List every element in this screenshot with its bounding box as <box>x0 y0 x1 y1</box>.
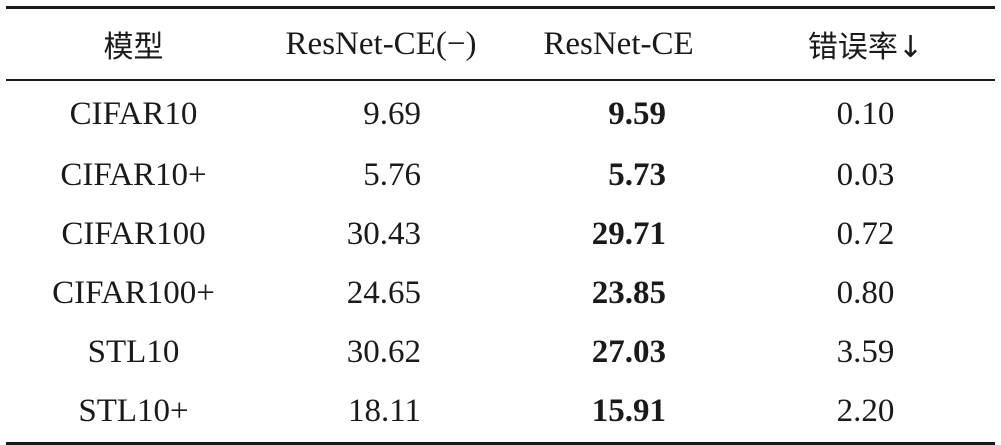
cell-resnet-ce: 9.59 <box>608 95 666 132</box>
cell-model: CIFAR100+ <box>52 274 215 311</box>
cell-resnet-ce-minus: 30.62 <box>346 333 421 370</box>
cell-resnet-ce-minus: 9.69 <box>363 95 421 132</box>
cell-error-drop: 0.03 <box>836 156 895 193</box>
cell-resnet-ce: 27.03 <box>591 333 666 370</box>
cell-error-drop: 2.20 <box>836 393 895 429</box>
header-error-rate: 错误率↓ <box>807 30 924 65</box>
cell-resnet-ce: 5.73 <box>608 156 666 193</box>
cell-error-drop: 0.10 <box>836 95 895 132</box>
cell-model: CIFAR100 <box>61 215 206 252</box>
table-row: STL10 30.62 27.03 3.59 <box>6 323 995 382</box>
header-rule <box>6 79 995 81</box>
cell-model: CIFAR10+ <box>60 156 207 193</box>
header-model: 模型 <box>103 30 164 65</box>
cell-resnet-ce-minus: 5.76 <box>363 156 421 193</box>
cell-error-drop: 3.59 <box>836 333 895 370</box>
table-row: CIFAR100+ 24.65 23.85 0.80 <box>6 264 995 323</box>
cell-resnet-ce-minus: 30.43 <box>346 215 421 252</box>
header-resnet-ce: ResNet-CE <box>543 25 694 62</box>
table-row: CIFAR10+ 5.76 5.73 0.03 <box>6 146 995 205</box>
results-table-container: 模型 ResNet-CE(−) ResNet-CE 错误率↓ CIFAR10 9… <box>6 6 995 445</box>
table-row: STL10+ 18.11 15.91 2.20 <box>6 382 995 442</box>
results-table: 模型 ResNet-CE(−) ResNet-CE 错误率↓ <box>6 9 995 79</box>
cell-resnet-ce-minus: 18.11 <box>347 393 421 429</box>
cell-model: STL10 <box>87 333 180 370</box>
cell-resnet-ce: 23.85 <box>591 274 666 311</box>
table-row: CIFAR10 9.69 9.59 0.10 <box>6 81 995 146</box>
header-row: 模型 ResNet-CE(−) ResNet-CE 错误率↓ <box>6 9 995 79</box>
cell-resnet-ce: 29.71 <box>591 215 666 252</box>
table-header: 模型 ResNet-CE(−) ResNet-CE 错误率↓ <box>6 9 995 79</box>
table-row: CIFAR100 30.43 29.71 0.72 <box>6 205 995 264</box>
cell-model: STL10+ <box>78 393 189 429</box>
cell-resnet-ce: 15.91 <box>591 393 666 429</box>
bottom-rule <box>6 441 995 445</box>
top-rule <box>6 6 995 9</box>
cell-resnet-ce-minus: 24.65 <box>346 274 421 311</box>
header-resnet-ce-minus: ResNet-CE(−) <box>285 25 477 62</box>
cell-error-drop: 0.72 <box>836 215 895 252</box>
cell-error-drop: 0.80 <box>836 274 895 311</box>
results-table-body: CIFAR10 9.69 9.59 0.10 CIFAR10+ 5.76 5.7… <box>6 81 995 442</box>
cell-model: CIFAR10 <box>69 95 198 132</box>
